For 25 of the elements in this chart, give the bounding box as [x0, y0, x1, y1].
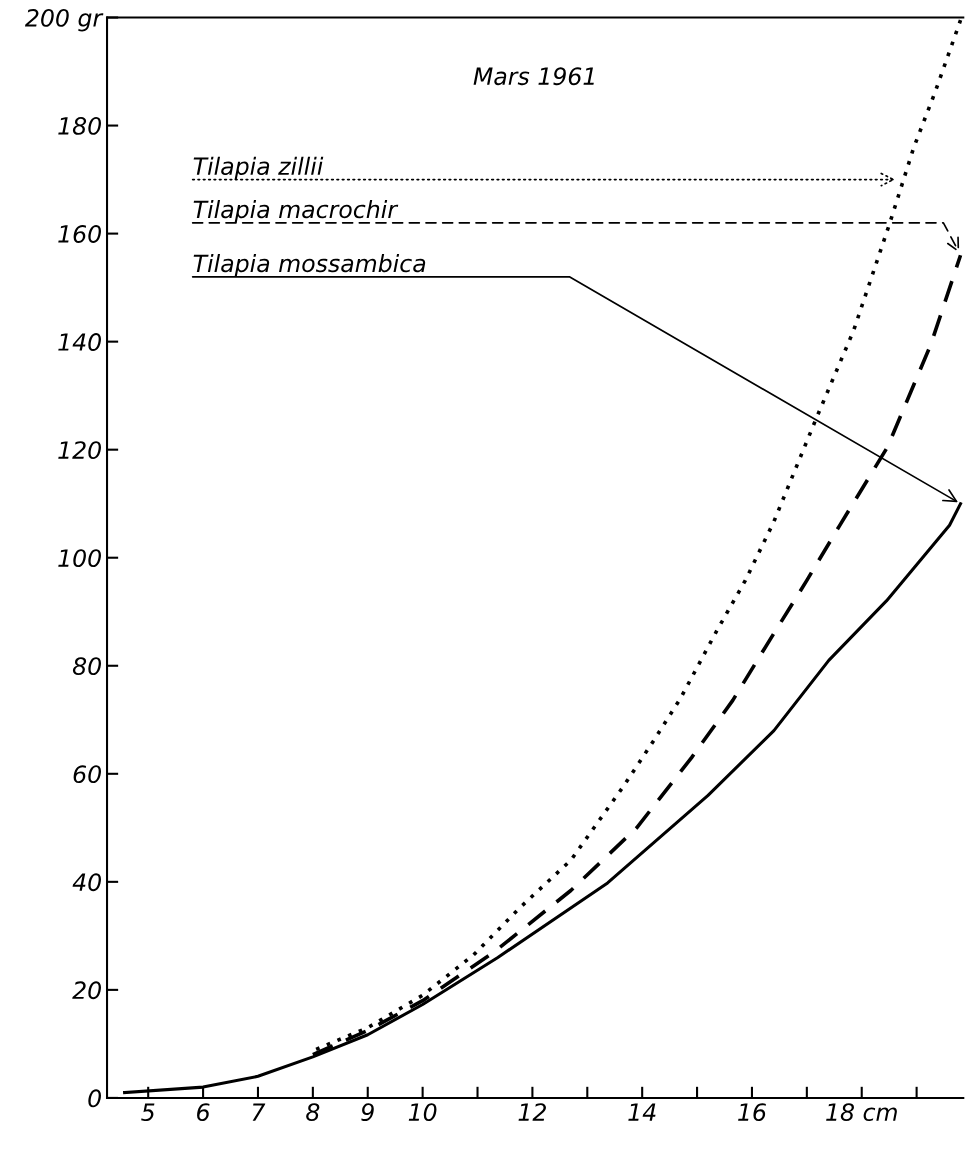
y-tick-label: 100	[58, 549, 101, 568]
x-tick-label: 8	[306, 1103, 320, 1122]
y-tick-label: 140	[58, 333, 101, 351]
y-tick-label: 120	[58, 441, 101, 459]
y-tick-label: 180	[58, 117, 101, 135]
y-tick-label: 80	[72, 657, 101, 676]
text: Mars 1961	[473, 67, 594, 86]
text: Tilapia macrochir	[193, 199, 399, 223]
y-tick-label: 60	[73, 765, 101, 784]
x-tick-label: 7	[252, 1103, 266, 1121]
x-tick-label: 5	[141, 1103, 155, 1122]
x-tick-label: 12	[518, 1103, 546, 1121]
text: Tilapia mossambica	[193, 253, 426, 277]
x-tick-label: 14	[628, 1103, 656, 1121]
text: Tilapia zillii	[193, 156, 324, 180]
x-tick-label: 10	[408, 1103, 437, 1122]
y-tick-label: 20	[72, 981, 101, 1000]
y-tick-label: 0	[88, 1089, 101, 1108]
x-tick-label: 6	[197, 1103, 210, 1122]
x-tick-label: 16	[738, 1103, 766, 1122]
y-tick-label: 200 gr	[24, 8, 104, 32]
x-tick-label: 9	[361, 1103, 374, 1122]
y-tick-label: 160	[58, 225, 101, 243]
y-tick-label: 40	[72, 873, 101, 892]
x-tick-label: 18 cm	[826, 1103, 897, 1122]
